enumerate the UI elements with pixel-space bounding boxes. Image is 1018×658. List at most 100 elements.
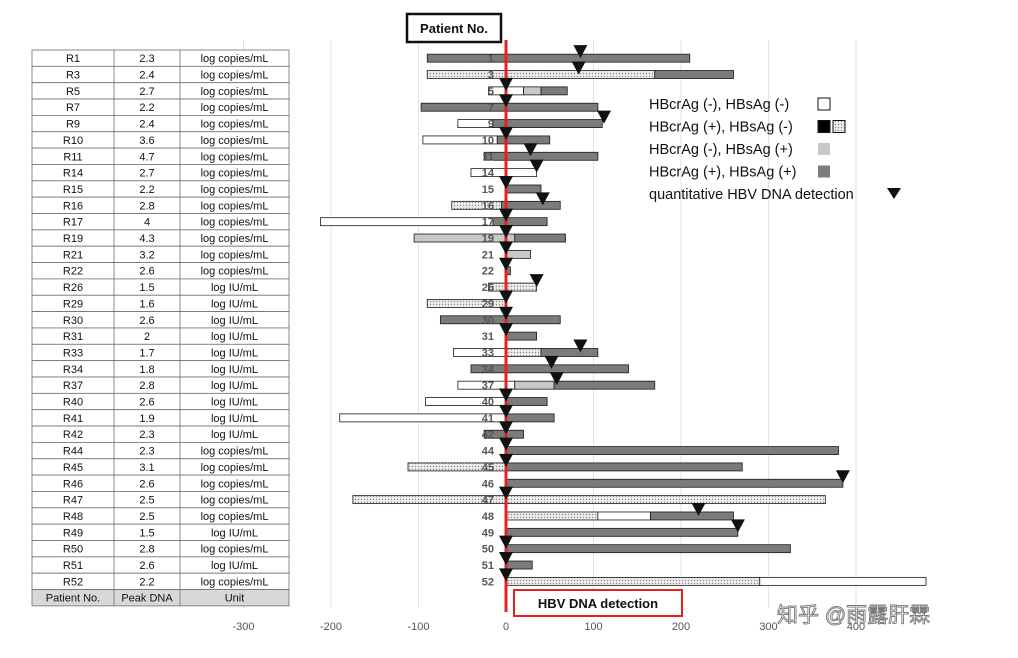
table-cell-patient: R46 (63, 478, 83, 490)
table-cell-patient: R5 (66, 86, 80, 98)
bar-segment-light (523, 86, 542, 96)
detection-triangle (597, 110, 611, 124)
dna-detection-markers (499, 45, 850, 582)
table-cell-peak-dna: 3.2 (139, 249, 154, 261)
table-header-cell: Patient No. (46, 593, 100, 605)
table-cell-peak-dna: 2.2 (139, 576, 154, 588)
table-cell-patient: R19 (63, 233, 83, 245)
legend-label: HBcrAg (-), HBsAg (+) (649, 142, 793, 158)
table-cell-unit: log copies/mL (201, 184, 269, 196)
bar-segment-dark (426, 53, 691, 63)
table-cell-unit: log copies/mL (201, 70, 269, 82)
legend-swatch-dotted (832, 120, 846, 133)
table-cell-peak-dna: 2.6 (139, 397, 154, 409)
patient-number-label: 51 (482, 560, 494, 572)
table-cell-unit: log IU/mL (211, 429, 258, 441)
legend-label: HBcrAg (-), HBsAg (-) (649, 97, 789, 113)
table-cell-unit: log IU/mL (211, 347, 258, 359)
patient-number-label: 11 (482, 151, 494, 163)
bar-segment-dark (439, 315, 561, 325)
table-cell-unit: log copies/mL (201, 249, 269, 261)
table-cell-peak-dna: 2.4 (139, 70, 154, 82)
legend-swatch-black (817, 120, 831, 133)
bar-segment-dark (470, 364, 629, 374)
table-cell-peak-dna: 1.9 (139, 413, 154, 425)
table-cell-peak-dna: 4 (144, 217, 150, 229)
patient-number-label: 10 (482, 135, 494, 147)
table-header-cell: Peak DNA (121, 593, 173, 605)
detection-triangle (499, 486, 513, 500)
legend-label: quantitative HBV DNA detection (649, 187, 854, 203)
bar-segment-dotted (505, 348, 542, 357)
table-cell-unit: log copies/mL (201, 151, 269, 163)
patient-number-label: 14 (482, 168, 495, 180)
bar-segment-light (413, 233, 516, 243)
legend-swatch-neg (817, 97, 831, 111)
bar-segment-light (505, 249, 531, 259)
x-axis-tick-labels: -300 -200 -100 0 100 200 300 400 (232, 621, 865, 633)
detection-triangle (499, 388, 513, 402)
patient-number-label: 29 (482, 298, 494, 310)
bar-segment-dark (492, 119, 603, 128)
table-cell-unit: log copies/mL (201, 86, 269, 98)
table-cell-patient: R42 (63, 429, 83, 441)
table-cell-peak-dna: 1.7 (139, 347, 154, 359)
detection-triangle (499, 94, 513, 108)
detection-triangle (499, 208, 513, 222)
table-cell-unit: log copies/mL (201, 168, 269, 180)
detection-triangle (499, 552, 513, 566)
table-cell-unit: log IU/mL (211, 413, 258, 425)
table-cell-peak-dna: 2.6 (139, 478, 154, 490)
table-header-row (31, 589, 290, 607)
watermark-text: 知乎 @雨露肝霖 (777, 604, 930, 627)
detection-triangle (499, 421, 513, 435)
table-cell-unit: log copies/mL (201, 217, 269, 229)
table-cell-peak-dna: 2.5 (139, 511, 154, 523)
table-cell-patient: R30 (63, 315, 83, 327)
patient-number-label: 15 (482, 184, 494, 196)
patient-number-label: 9 (488, 119, 494, 131)
table-cell-peak-dna: 2 (144, 331, 150, 343)
table-cell-peak-dna: 1.5 (139, 527, 154, 539)
table-cell-patient: R40 (63, 397, 83, 409)
table-cell-unit: log copies/mL (201, 495, 269, 507)
bar-segment-dark (420, 102, 599, 112)
table-cell-patient: R52 (63, 576, 83, 588)
table-cell-peak-dna: 4.3 (139, 233, 154, 245)
patient-number-label: 49 (482, 527, 494, 539)
legend-label: HBcrAg (+), HBsAg (+) (649, 165, 796, 181)
table-cell-peak-dna: 2.4 (139, 119, 154, 131)
table-cell-peak-dna: 2.6 (139, 266, 154, 278)
table-cell-unit: log IU/mL (211, 282, 258, 294)
table-cell-patient: R33 (63, 347, 83, 359)
bar-segment-dotted (426, 70, 656, 79)
bar-segment-dark (505, 544, 791, 554)
detection-triangle (691, 502, 706, 516)
bar-segment-dotted (488, 282, 538, 292)
bar-segment-neg (320, 217, 494, 227)
table-cell-peak-dna: 2.3 (139, 446, 154, 458)
patient-number-label: 40 (482, 397, 494, 409)
table-cell-unit: log IU/mL (211, 527, 258, 539)
table-cell-peak-dna: 1.6 (139, 298, 154, 310)
table-cell-unit: log IU/mL (211, 364, 258, 376)
detection-triangle (499, 126, 513, 140)
table-cell-unit: log copies/mL (201, 53, 269, 65)
patient-number-label: 7 (488, 102, 494, 114)
x-tick-label: 200 (672, 621, 690, 633)
bar-segment-dark (505, 413, 555, 423)
detection-triangle (499, 290, 513, 304)
patient-no-header: Patient No. (405, 12, 503, 44)
legend-triangle-swatch (887, 188, 901, 199)
table-cell-patient: R34 (63, 364, 83, 376)
table-cell-peak-dna: 2.2 (139, 184, 154, 196)
detection-triangle (730, 519, 745, 533)
table-cell-unit: log IU/mL (211, 315, 258, 327)
table-cell-patient: R29 (63, 298, 83, 310)
bar-segment-dotted (426, 299, 507, 308)
patient-number-label: 42 (482, 429, 494, 441)
bar-segment-dark (492, 217, 548, 227)
table-cell-patient: R51 (63, 560, 83, 572)
patient-number-label: 44 (482, 446, 495, 458)
